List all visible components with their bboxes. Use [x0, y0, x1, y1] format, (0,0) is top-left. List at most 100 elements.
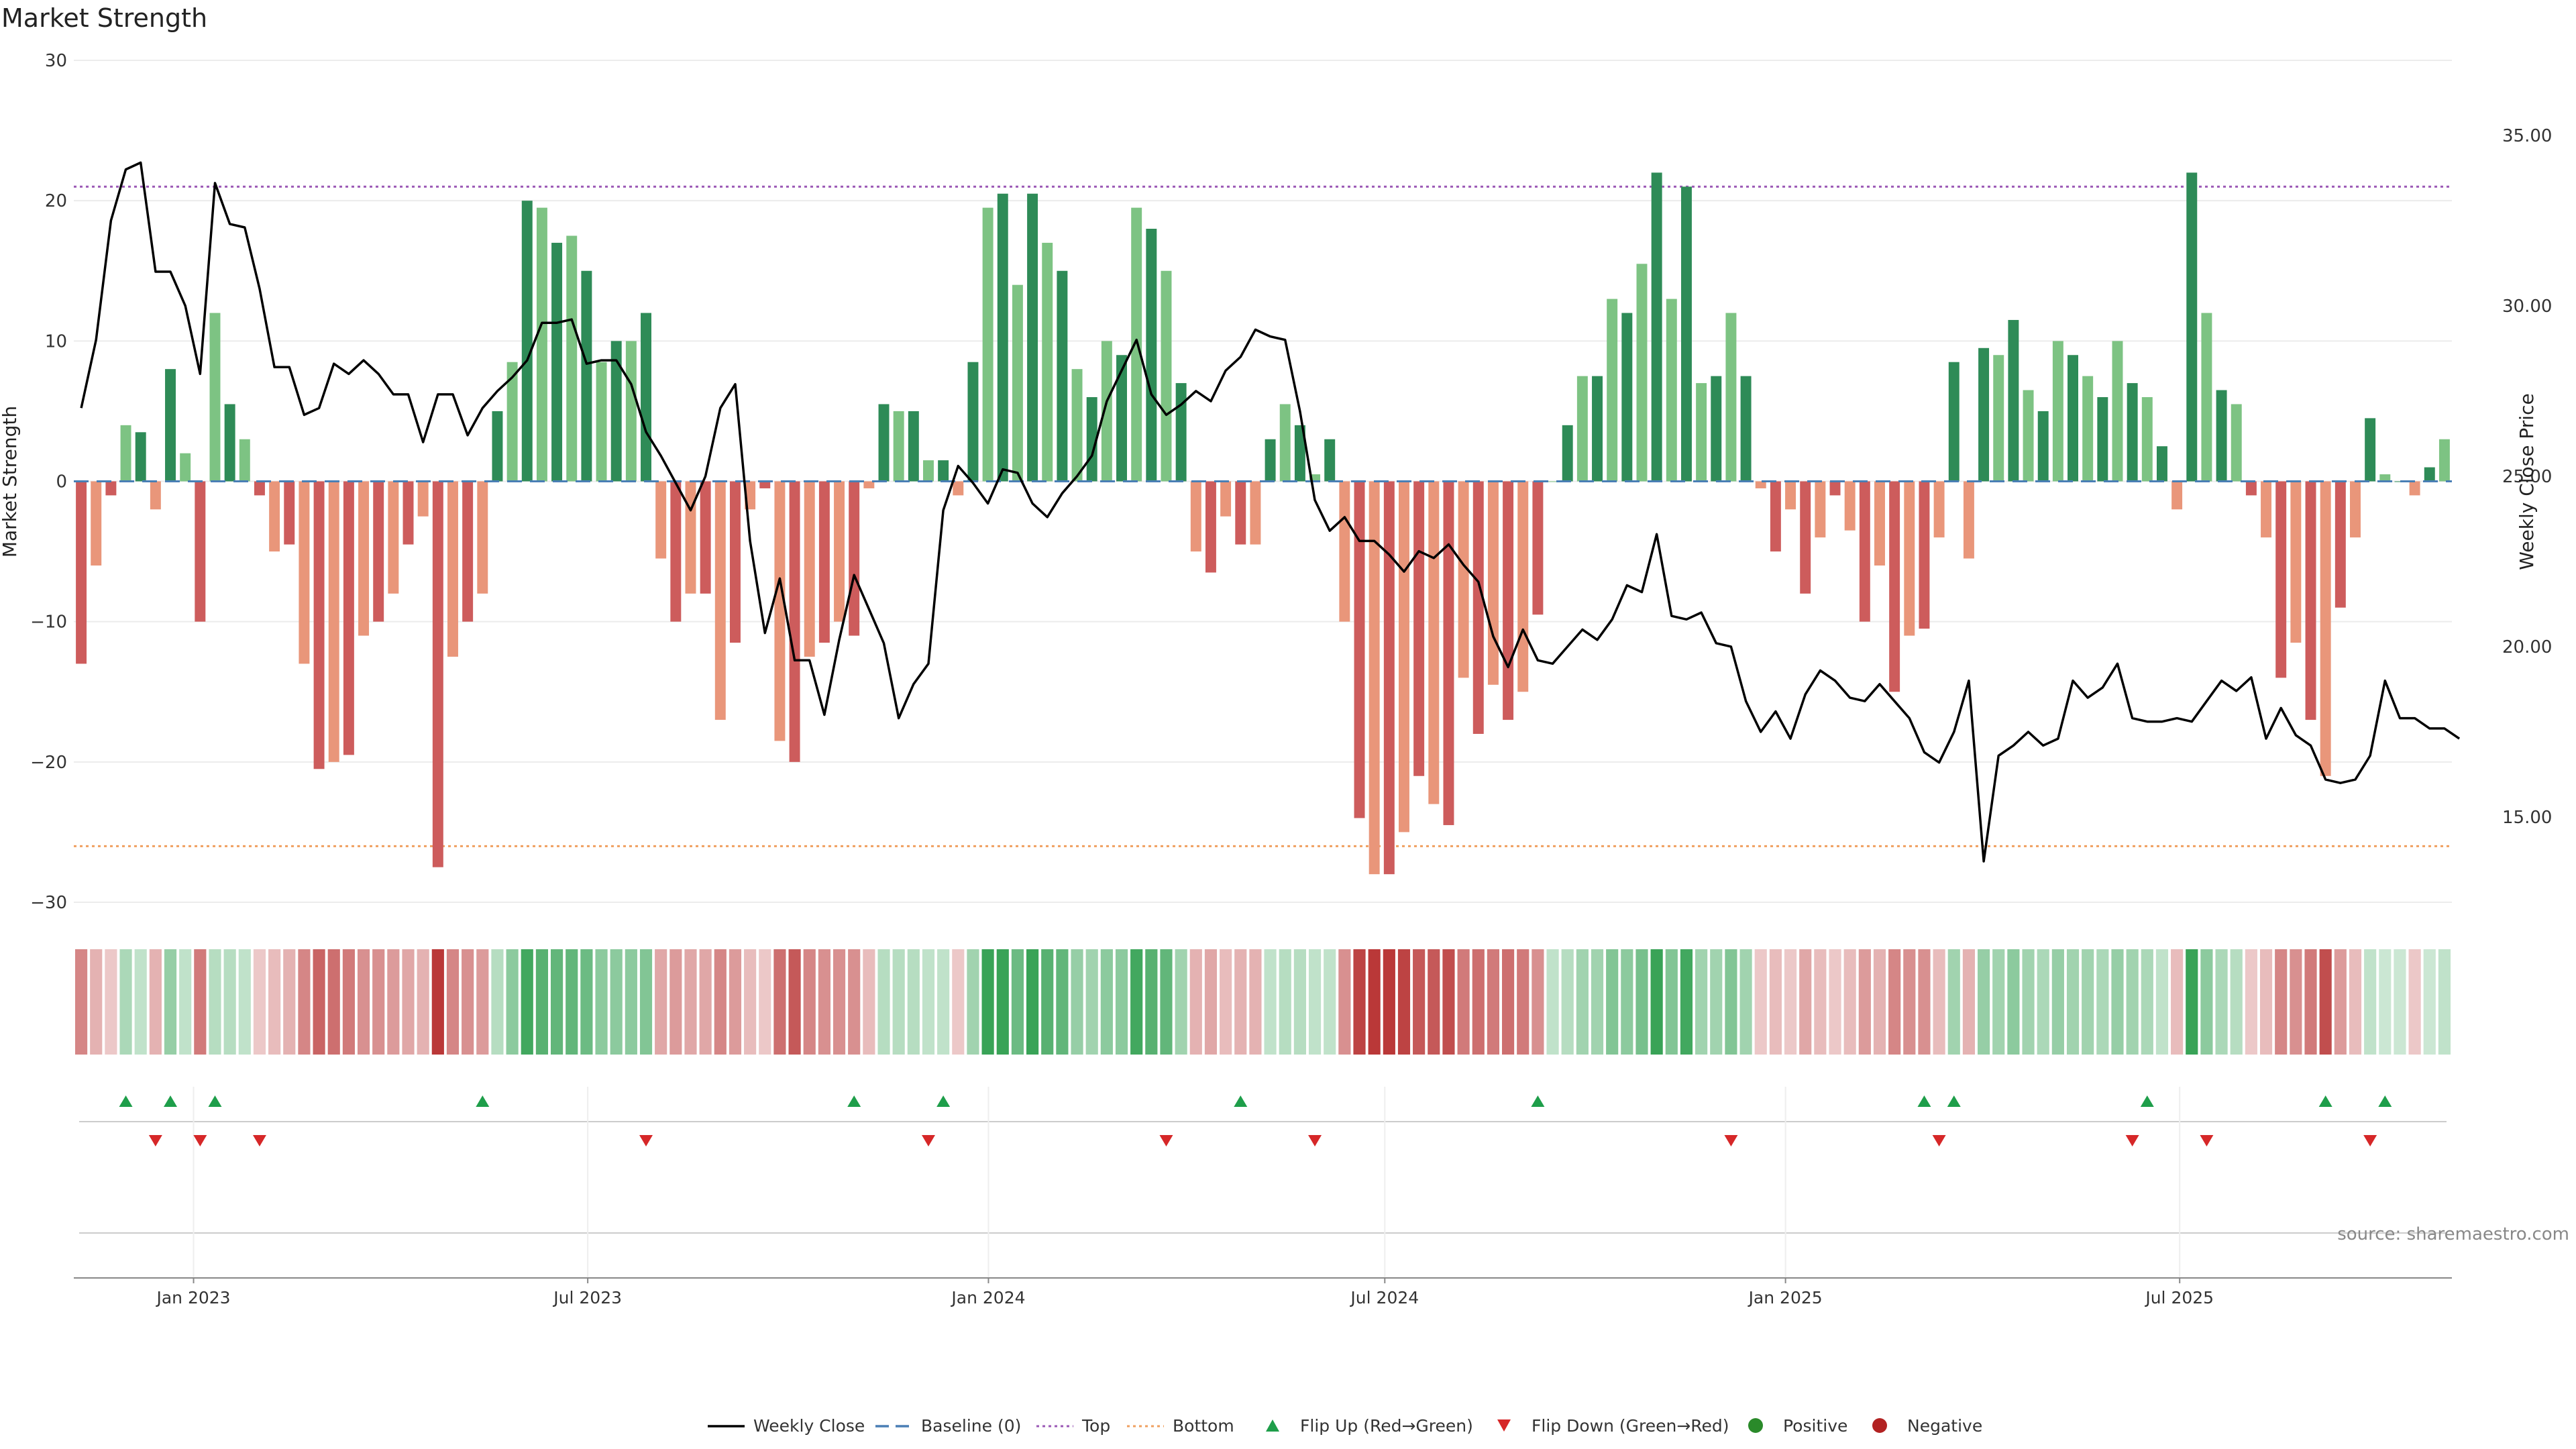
bar-negative: [1532, 481, 1544, 615]
flip-up-marker: [119, 1095, 133, 1107]
strip-cell: [1175, 949, 1187, 1055]
bar-positive: [1696, 383, 1707, 482]
strip-cell: [1130, 949, 1143, 1055]
flip-up-marker: [2140, 1095, 2154, 1107]
bar-negative: [313, 481, 325, 769]
flip-down-marker: [1724, 1135, 1738, 1146]
strip-cell: [1293, 949, 1306, 1055]
strip-cell: [253, 949, 266, 1055]
y-axis-left: 30 20 10 0 −10 −20 −30: [30, 51, 67, 913]
bar-negative: [1785, 481, 1796, 510]
strip-cell: [2245, 949, 2257, 1055]
weekly-close-path: [80, 161, 2461, 863]
x-tick-label: Jan 2023: [155, 1288, 230, 1307]
x-tick-label: Jul 2024: [1349, 1288, 1419, 1307]
bar-negative: [254, 481, 265, 496]
strip-cell: [313, 949, 325, 1055]
bar-negative: [774, 481, 786, 741]
legend-label: Weekly Close: [753, 1416, 865, 1436]
flip-up-marker: [1947, 1095, 1961, 1107]
strip-cell: [2171, 949, 2184, 1055]
strip-cell: [1650, 949, 1663, 1055]
bar-positive: [1324, 439, 1336, 482]
strip-cell: [2126, 949, 2139, 1055]
flip-down-marker: [921, 1135, 935, 1146]
bar-positive: [1012, 284, 1023, 482]
strip-cell: [387, 949, 400, 1055]
bar-negative: [1800, 481, 1811, 594]
strip-cell: [134, 949, 147, 1055]
strip-cell: [1739, 949, 1752, 1055]
bar-positive: [2097, 397, 2108, 482]
bar-positive: [209, 313, 221, 482]
strip-cell: [773, 949, 786, 1055]
bar-negative: [1205, 481, 1216, 573]
strip-cell: [2379, 949, 2392, 1055]
y-axis-label: Market Strength: [0, 406, 21, 557]
bar-negative: [655, 481, 667, 559]
bar-negative: [1844, 481, 1856, 531]
strip-cell: [788, 949, 801, 1055]
strip-cell: [2141, 949, 2153, 1055]
bar-negative: [2261, 481, 2272, 538]
y-tick-label: −30: [30, 893, 67, 913]
strip-cell: [1576, 949, 1589, 1055]
bar-negative: [417, 481, 429, 517]
bar-positive: [536, 207, 547, 482]
strip-cell: [937, 949, 950, 1055]
legend-label: Positive: [1783, 1416, 1847, 1436]
strip-cell: [566, 949, 578, 1055]
strip-cell: [1071, 949, 1083, 1055]
flip-up-marker: [208, 1095, 222, 1107]
strip-cell: [1189, 949, 1202, 1055]
strip-cell: [105, 949, 117, 1055]
bar-positive: [1146, 229, 1157, 482]
bar-negative: [1815, 481, 1826, 538]
strip-cell: [1799, 949, 1812, 1055]
strip-cell: [1457, 949, 1470, 1055]
bar-positive: [2231, 404, 2242, 482]
bar-negative: [1472, 481, 1484, 734]
bar-positive: [2379, 474, 2391, 482]
strip-cell: [1204, 949, 1218, 1055]
bar-positive: [1978, 347, 1990, 482]
strip-cell: [2364, 949, 2377, 1055]
strip-cell: [1472, 949, 1485, 1055]
strip-cell: [2186, 949, 2198, 1055]
bar-positive: [893, 411, 904, 482]
legend-item: Flip Down (Green→Red): [1497, 1416, 1729, 1436]
bar-negative: [1250, 481, 1261, 545]
strip-cell: [1353, 949, 1366, 1055]
strip-cell: [446, 949, 460, 1055]
strip-cell: [1725, 949, 1737, 1055]
y2-axis-label: Weekly Close Price: [2516, 393, 2538, 570]
strip-cell: [462, 949, 474, 1055]
bar-positive: [521, 201, 533, 482]
bar-positive: [1948, 362, 1960, 482]
bar-positive: [120, 425, 131, 482]
reference-lines: [74, 185, 2452, 847]
strip-cell: [2438, 949, 2451, 1055]
bar-negative: [818, 481, 830, 643]
bar-positive: [1279, 404, 1291, 482]
bar-negative: [150, 481, 161, 510]
strip-cell: [580, 949, 593, 1055]
bar-negative: [402, 481, 414, 545]
legend-label: Baseline (0): [921, 1416, 1021, 1436]
strip-cell: [90, 949, 103, 1055]
strip-cell: [610, 949, 623, 1055]
strip-cell: [431, 949, 444, 1055]
strip-cell: [2082, 949, 2094, 1055]
bar-negative: [2334, 481, 2346, 608]
flip-down-marker: [2125, 1135, 2139, 1146]
bar-negative: [834, 481, 845, 622]
bar-positive: [2023, 390, 2034, 482]
bar-positive: [1607, 299, 1618, 482]
bar-negative: [76, 481, 87, 664]
strip-cell: [1769, 949, 1782, 1055]
bar-negative: [343, 481, 354, 755]
bar-negative: [2245, 481, 2257, 496]
bar-negative: [1755, 481, 1766, 488]
strip-cell: [639, 949, 653, 1055]
bar-positive: [1621, 313, 1633, 482]
